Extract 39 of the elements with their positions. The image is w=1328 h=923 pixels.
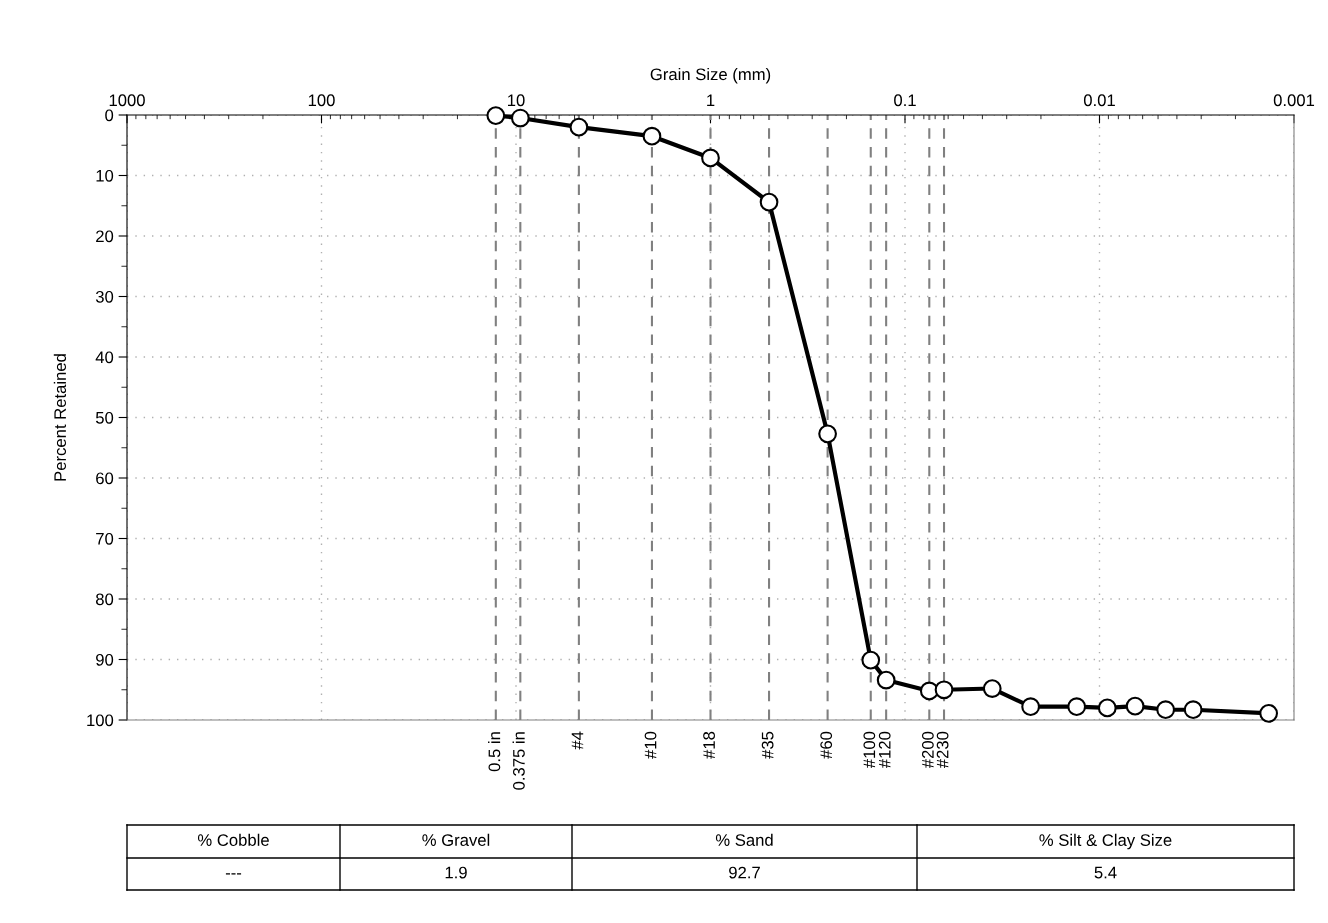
y-tick-label: 80 — [95, 593, 114, 606]
y-tick-label: 70 — [96, 532, 114, 545]
annotation: #200 — [921, 731, 934, 769]
text: % Gravel — [422, 833, 490, 846]
y-axis-title: Percent Retained — [53, 354, 67, 481]
y-tick-label: 100 — [87, 714, 114, 727]
annotation: #10 — [644, 731, 657, 759]
text: 5.4 — [1094, 866, 1117, 879]
text: 1.9 — [445, 866, 467, 879]
x-tick-label: 100 — [308, 94, 335, 107]
text: % Sand — [715, 833, 773, 846]
annotation: #60 — [820, 731, 833, 759]
annotation: #120 — [878, 731, 891, 769]
annotation: #35 — [761, 731, 774, 759]
text: --- — [225, 873, 242, 875]
x-tick-label: 0.1 — [894, 94, 916, 107]
text: % Silt & Clay Size — [1039, 833, 1172, 850]
x-tick-label: 1000 — [109, 94, 145, 107]
y-tick-label: 0 — [105, 109, 114, 122]
x-tick-label: 1 — [707, 94, 715, 106]
text: 92.7 — [729, 866, 760, 879]
y-tick-label: 30 — [95, 290, 114, 303]
y-tick-label: 10 — [96, 169, 114, 182]
annotation: #4 — [571, 731, 584, 750]
annotation: 0.5 in — [488, 732, 501, 772]
annotation: 0.375 in — [512, 732, 525, 790]
annotation: #100 — [863, 731, 876, 769]
x-tick-label: 0.001 — [1273, 94, 1315, 107]
y-tick-label: 20 — [96, 230, 114, 243]
text: % Cobble — [197, 833, 269, 846]
x-tick-label: 10 — [508, 94, 525, 107]
y-tick-label: 90 — [96, 653, 114, 666]
x-tick-label: 0.01 — [1083, 94, 1115, 107]
y-tick-label: 40 — [95, 351, 114, 364]
annotation: #230 — [936, 731, 949, 769]
annotation: #18 — [703, 731, 715, 759]
x-axis-title: Grain Size (mm) — [650, 67, 771, 84]
y-tick-label: 50 — [95, 411, 114, 424]
y-tick-label: 60 — [96, 472, 114, 485]
